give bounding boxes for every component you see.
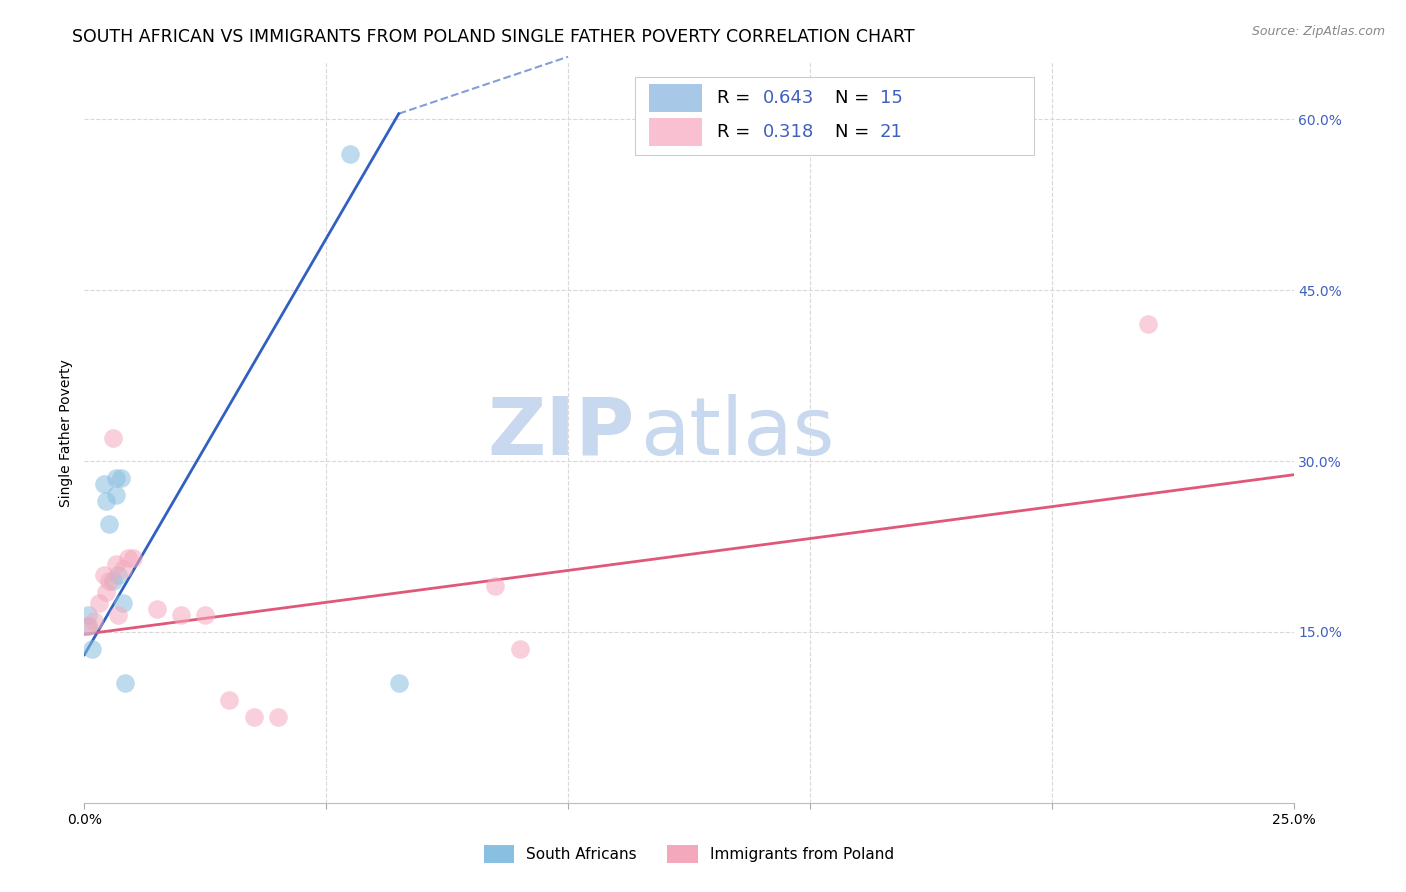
Point [104, 488, 127, 502]
Point [484, 579, 506, 593]
Point [107, 568, 129, 582]
Text: R =: R = [717, 123, 756, 141]
Point [114, 676, 136, 690]
FancyBboxPatch shape [650, 84, 702, 112]
Point [121, 550, 143, 565]
Point [87, 597, 110, 611]
Point [104, 557, 127, 571]
Text: ZIP: ZIP [488, 393, 634, 472]
Point [80, 642, 103, 657]
Point [146, 602, 169, 616]
Point [94, 494, 117, 508]
Point [267, 710, 290, 724]
Point [117, 550, 139, 565]
Point [77, 619, 100, 633]
Text: 15: 15 [880, 89, 903, 107]
Text: 0.318: 0.318 [762, 123, 814, 141]
Point [1137, 318, 1160, 332]
Point [97, 516, 120, 531]
Point [112, 597, 135, 611]
Point [93, 476, 115, 491]
FancyBboxPatch shape [634, 78, 1033, 155]
Point [242, 710, 264, 724]
Point [103, 574, 125, 588]
Point [107, 607, 129, 622]
Point [83, 614, 105, 628]
Point [218, 693, 240, 707]
Point [103, 431, 125, 445]
Text: N =: N = [835, 89, 876, 107]
Point [97, 574, 120, 588]
Text: Source: ZipAtlas.com: Source: ZipAtlas.com [1251, 25, 1385, 38]
FancyBboxPatch shape [650, 118, 702, 146]
Point [94, 585, 117, 599]
Y-axis label: Single Father Poverty: Single Father Poverty [59, 359, 73, 507]
Legend: South Africans, Immigrants from Poland: South Africans, Immigrants from Poland [478, 839, 900, 869]
Point [194, 607, 217, 622]
Point [170, 607, 193, 622]
Point [77, 619, 100, 633]
Point [339, 146, 361, 161]
Text: 21: 21 [880, 123, 903, 141]
Point [509, 642, 531, 657]
Text: N =: N = [835, 123, 876, 141]
Text: R =: R = [717, 89, 756, 107]
Text: SOUTH AFRICAN VS IMMIGRANTS FROM POLAND SINGLE FATHER POVERTY CORRELATION CHART: SOUTH AFRICAN VS IMMIGRANTS FROM POLAND … [72, 28, 915, 45]
Point [104, 471, 127, 485]
Point [110, 471, 132, 485]
Text: atlas: atlas [641, 393, 835, 472]
Point [77, 607, 100, 622]
Point [112, 562, 135, 576]
Text: 0.643: 0.643 [762, 89, 814, 107]
Point [388, 676, 411, 690]
Point [93, 568, 115, 582]
